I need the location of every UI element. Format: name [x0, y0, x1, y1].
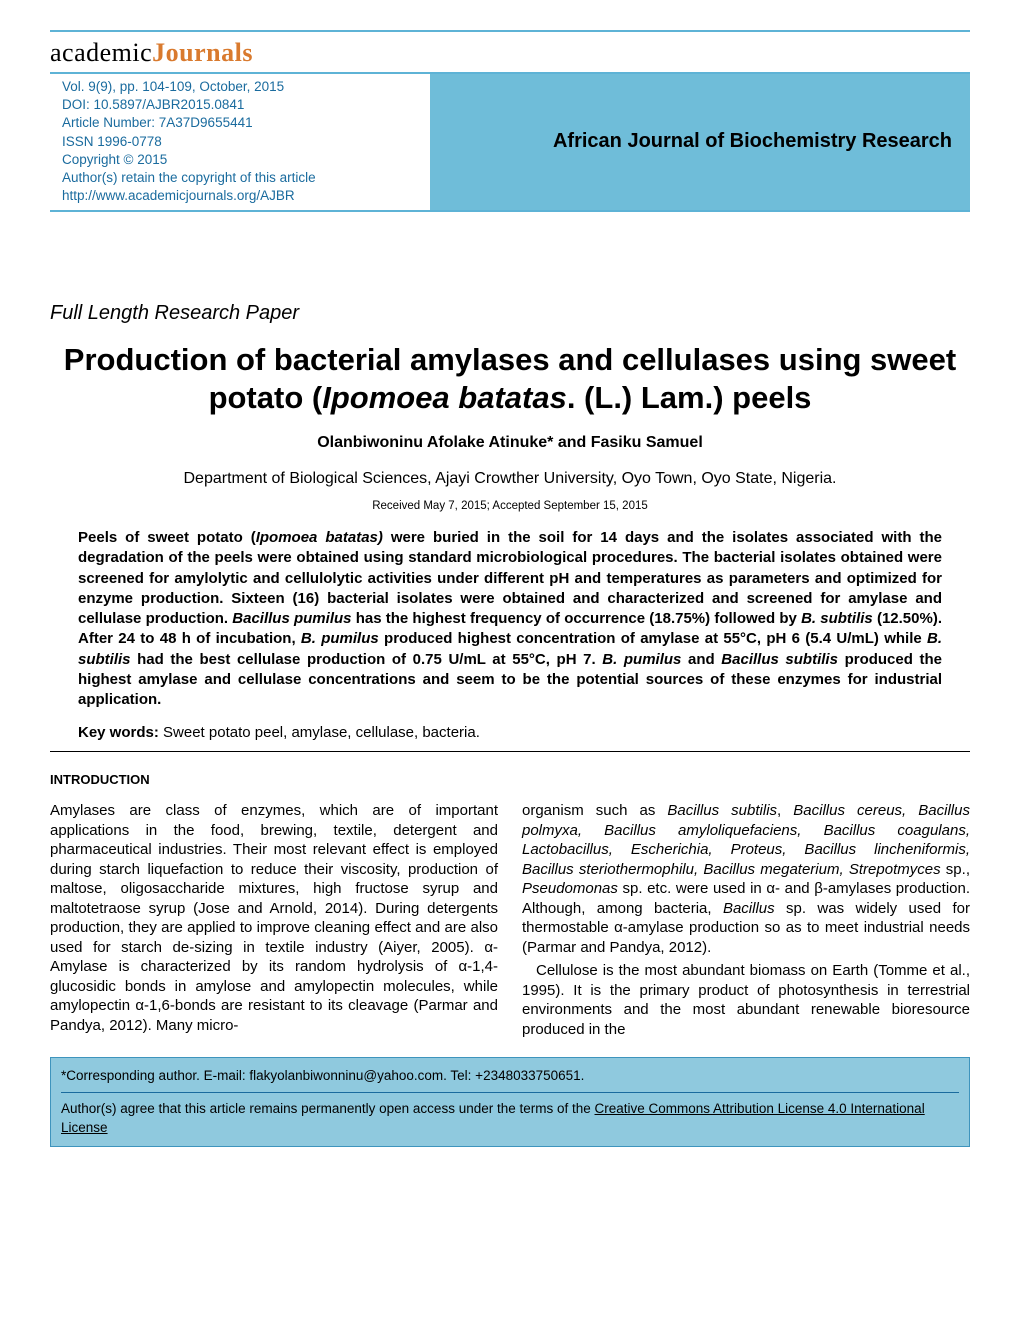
- top-rule: [50, 30, 970, 32]
- section-heading-introduction: INTRODUCTION: [50, 772, 970, 787]
- rule-3: [50, 210, 970, 212]
- authors: Olanbiwoninu Afolake Atinuke* and Fasiku…: [50, 434, 970, 452]
- article-number: Article Number: 7A37D9655441: [62, 114, 430, 132]
- logo-part1: academic: [50, 38, 152, 67]
- affiliation: Department of Biological Sciences, Ajayi…: [50, 470, 970, 488]
- title-post: . (L.) Lam.) peels: [567, 380, 812, 415]
- abstract: Peels of sweet potato (Ipomoea batatas) …: [50, 528, 970, 710]
- info-banner: Vol. 9(9), pp. 104-109, October, 2015 DO…: [50, 74, 970, 210]
- author-retain: Author(s) retain the copyright of this a…: [62, 169, 430, 187]
- journal-name-banner: African Journal of Biochemistry Research: [430, 74, 970, 210]
- copyright: Copyright © 2015: [62, 151, 430, 169]
- keywords-text: Sweet potato peel, amylase, cellulase, b…: [159, 724, 480, 741]
- keywords: Key words: Sweet potato peel, amylase, c…: [50, 724, 970, 741]
- doi-line: DOI: 10.5897/AJBR2015.0841: [62, 96, 430, 114]
- footer-rule: [61, 1092, 959, 1093]
- title-italic: Ipomoea batatas: [322, 380, 567, 415]
- body-columns: Amylases are class of enzymes, which are…: [50, 801, 970, 1039]
- abstract-bottom-rule: [50, 751, 970, 752]
- paper-title: Production of bacterial amylases and cel…: [50, 341, 970, 419]
- publisher-logo: academicJournals: [50, 38, 970, 68]
- received-accepted-dates: Received May 7, 2015; Accepted September…: [50, 500, 970, 512]
- issn: ISSN 1996-0778: [62, 133, 430, 151]
- volume-line: Vol. 9(9), pp. 104-109, October, 2015: [62, 78, 430, 96]
- body-col-left: Amylases are class of enzymes, which are…: [50, 801, 498, 1039]
- journal-name: African Journal of Biochemistry Research: [553, 130, 952, 153]
- journal-url: http://www.academicjournals.org/AJBR: [62, 187, 430, 205]
- corresponding-author: *Corresponding author. E-mail: flakyolan…: [61, 1066, 959, 1086]
- footer-box: *Corresponding author. E-mail: flakyolan…: [50, 1057, 970, 1147]
- paper-type: Full Length Research Paper: [50, 302, 970, 325]
- body-col-right: organism such as Bacillus subtilis, Baci…: [522, 801, 970, 1039]
- license-statement: Author(s) agree that this article remain…: [61, 1099, 959, 1138]
- logo-part2: Journals: [152, 38, 253, 67]
- keywords-label: Key words:: [78, 724, 159, 741]
- article-meta: Vol. 9(9), pp. 104-109, October, 2015 DO…: [50, 74, 430, 210]
